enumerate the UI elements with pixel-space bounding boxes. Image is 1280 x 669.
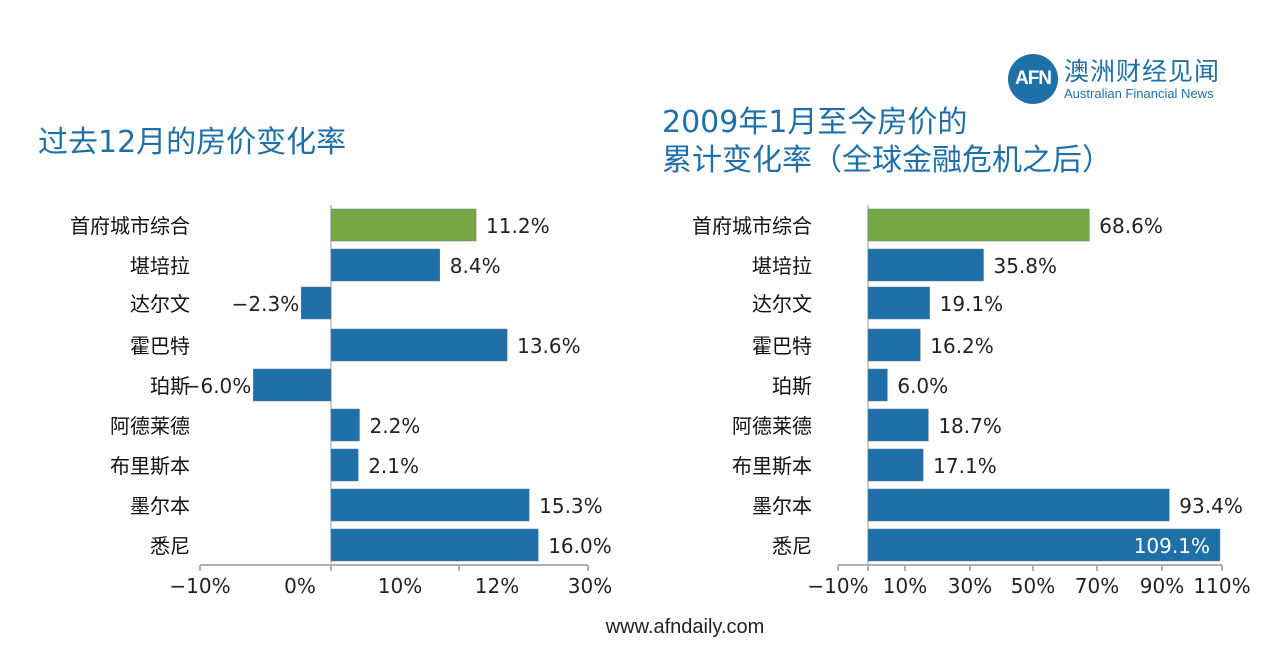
right-category-label-5: 阿德莱德: [732, 414, 812, 438]
left-category-label-5: 阿德莱德: [110, 414, 190, 438]
right-x-tick-label-1: 10%: [883, 574, 927, 598]
right-category-label-0: 首府城市综合: [692, 214, 812, 238]
right-category-label-3: 霍巴特: [752, 334, 812, 358]
right-chart-title: 2009年1月至今房价的 累计变化率（全球金融危机之后）: [662, 104, 1112, 180]
left-value-label-6: 2.1%: [368, 454, 419, 478]
right-bar-6: [867, 448, 924, 482]
right-value-label-6: 17.1%: [933, 454, 997, 478]
left-x-tick-label-0: −10%: [169, 574, 230, 598]
left-bar-2: [300, 286, 332, 320]
left-value-label-7: 15.3%: [539, 494, 603, 518]
right-value-label-1: 35.8%: [993, 254, 1057, 278]
right-x-tick-label-2: 30%: [948, 574, 992, 598]
left-value-label-2: −2.3%: [232, 292, 300, 316]
afn-logo-mark: AFN: [1008, 54, 1058, 104]
right-bar-7: [867, 488, 1170, 522]
right-value-label-8: 109.1%: [1134, 534, 1210, 558]
right-bar-4: [867, 368, 888, 402]
right-chart-title-line1: 2009年1月至今房价的: [662, 105, 968, 140]
left-bar-0: [330, 208, 477, 242]
left-category-label-0: 首府城市综合: [70, 214, 190, 238]
right-x-tick-label-4: 70%: [1075, 574, 1119, 598]
left-chart-title: 过去12月的房价变化率: [38, 125, 347, 160]
left-value-label-8: 16.0%: [548, 534, 612, 558]
left-x-tick-label-3: 12%: [475, 574, 519, 598]
left-bar-6: [330, 448, 359, 482]
right-chart-title-line2: 累计变化率（全球金融危机之后）: [662, 143, 1112, 178]
right-bar-5: [867, 408, 929, 442]
left-value-label-0: 11.2%: [486, 214, 550, 238]
left-x-tick-label-1: 0%: [284, 574, 316, 598]
right-bar-8: [867, 528, 1221, 562]
left-category-label-6: 布里斯本: [110, 454, 190, 478]
left-bar-8: [330, 528, 539, 562]
left-category-label-4: 珀斯: [150, 374, 190, 398]
left-bar-1: [330, 248, 441, 282]
left-value-label-4: −6.0%: [184, 374, 252, 398]
right-category-label-6: 布里斯本: [732, 454, 812, 478]
right-value-label-7: 93.4%: [1179, 494, 1243, 518]
right-x-tick-label-5: 90%: [1140, 574, 1184, 598]
right-category-label-4: 珀斯: [772, 374, 812, 398]
right-bar-1: [867, 248, 984, 282]
right-bar-3: [867, 328, 921, 362]
left-bar-5: [330, 408, 360, 442]
right-bar-2: [867, 286, 930, 320]
left-bar-3: [330, 328, 508, 362]
right-category-label-1: 堪培拉: [752, 254, 812, 278]
right-value-label-0: 68.6%: [1099, 214, 1163, 238]
left-value-label-1: 8.4%: [450, 254, 501, 278]
right-x-tick-label-6: 110%: [1193, 574, 1250, 598]
right-value-label-5: 18.7%: [938, 414, 1002, 438]
right-category-label-7: 墨尔本: [752, 494, 812, 518]
left-x-tick-label-2: 10%: [378, 574, 422, 598]
left-bar-7: [330, 488, 530, 522]
logo-name-cn: 澳洲财经见闻: [1064, 56, 1221, 86]
left-x-tick-label-4: 30%: [568, 574, 612, 598]
left-category-label-1: 堪培拉: [130, 254, 190, 278]
left-category-label-8: 悉尼: [150, 534, 190, 558]
right-value-label-2: 19.1%: [940, 292, 1004, 316]
right-bar-0: [867, 208, 1090, 242]
right-value-label-3: 16.2%: [930, 334, 994, 358]
afn-logo: AFN 澳洲财经见闻 Australian Financial News: [1008, 54, 1220, 104]
footer-url: www.afndaily.com: [605, 616, 765, 638]
right-x-tick-label-0: −10%: [807, 574, 868, 598]
left-category-label-2: 达尔文: [130, 292, 190, 316]
right-category-label-2: 达尔文: [752, 292, 812, 316]
left-bar-4: [253, 368, 332, 402]
left-value-label-3: 13.6%: [517, 334, 581, 358]
right-value-label-4: 6.0%: [897, 374, 948, 398]
left-value-label-5: 2.2%: [369, 414, 420, 438]
right-category-label-8: 悉尼: [772, 534, 812, 558]
left-category-label-3: 霍巴特: [130, 334, 190, 358]
right-x-tick-label-3: 50%: [1011, 574, 1055, 598]
left-category-label-7: 墨尔本: [130, 494, 190, 518]
logo-name-en: Australian Financial News: [1064, 85, 1214, 101]
